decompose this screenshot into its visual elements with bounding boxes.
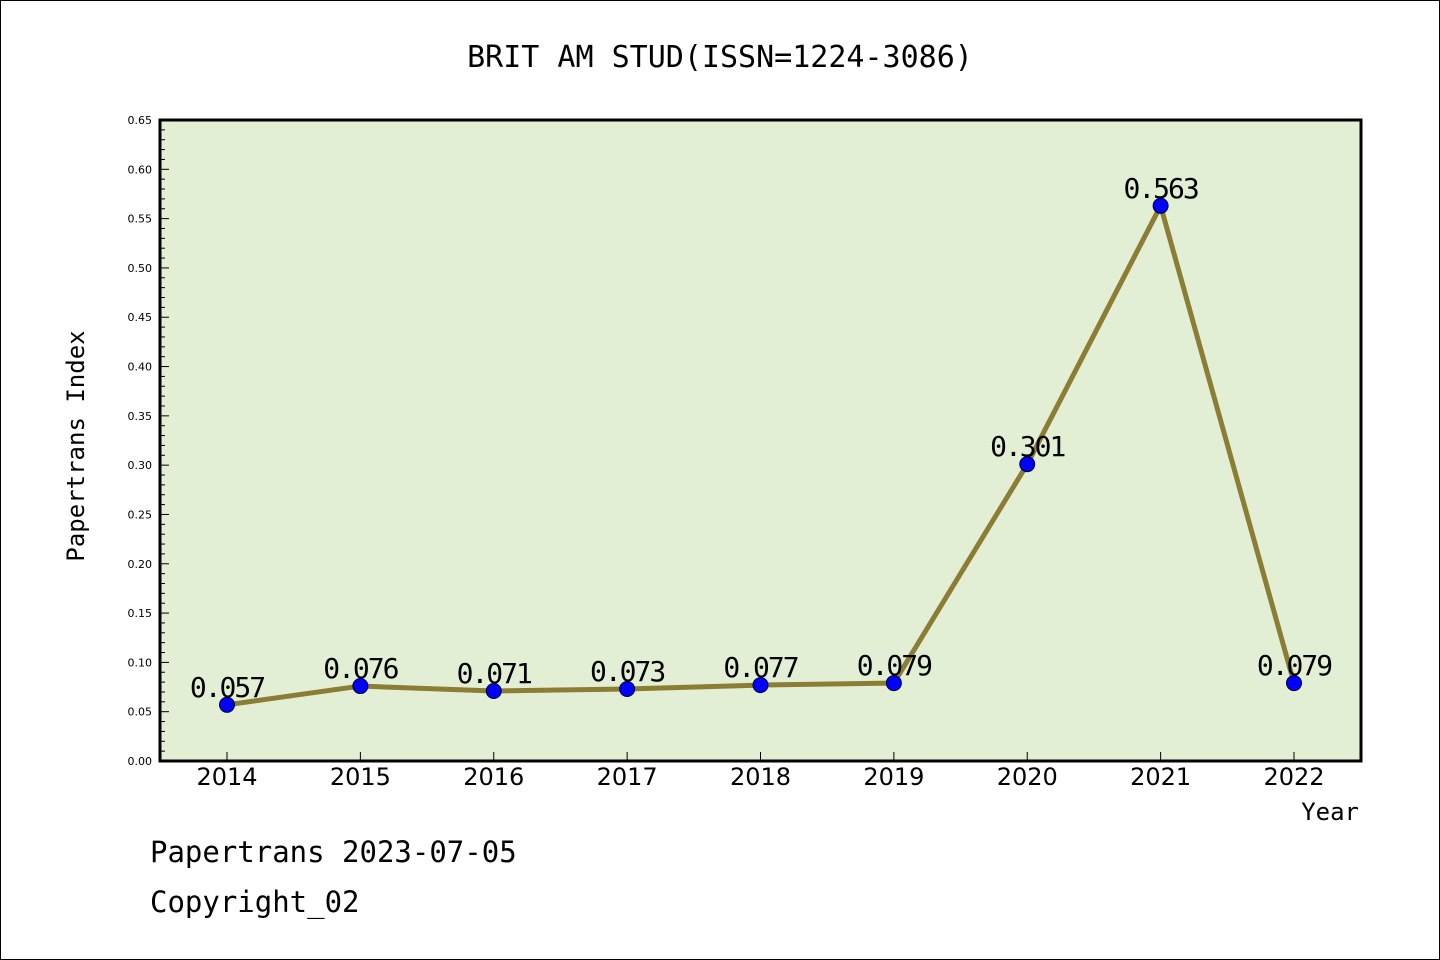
footer-date: Papertrans 2023-07-05 [150,835,517,869]
data-point [752,677,769,694]
data-point [619,681,636,698]
y-tick-label: 0.30 [128,459,153,472]
y-tick-label: 0.15 [128,607,153,620]
data-point [1286,675,1302,692]
data-label: 0.079 [857,649,931,682]
y-tick-label: 0.60 [128,163,153,176]
x-axis: 2014 2015 2016 2017 2018 2019 2020 2021 2022 [196,752,1325,791]
data-label: 0.076 [323,652,398,685]
data-label: 0.077 [723,651,797,684]
plot-border [158,118,1363,763]
x-tick-label: 2017 [597,763,658,791]
data-label: 0.301 [990,430,1064,463]
data-point [352,678,369,695]
data-point [1019,456,1036,473]
plot-area [160,120,1361,761]
x-tick-label: 2019 [863,763,924,791]
data-label: 0.071 [457,657,531,690]
y-tick-label: 0.45 [128,311,153,324]
x-tick-label: 2021 [1130,763,1191,791]
data-point [885,675,902,692]
y-tick-label: 0.05 [128,706,153,719]
footer-copyright: Copyright_02 [150,885,360,919]
x-tick-label: 2018 [730,763,791,791]
data-label: 0.057 [190,671,264,704]
data-label: 0.073 [590,655,664,688]
x-axis-label: Year [1301,798,1359,826]
data-point [485,682,502,699]
y-tick-label: 0.20 [128,558,153,571]
x-tick-label: 2015 [330,763,391,791]
y-tick-label: 0.00 [128,755,153,768]
y-tick-label: 0.25 [128,508,153,521]
y-tick-label: 0.50 [128,262,153,275]
y-axis-label: Papertrans Index [62,330,90,561]
x-tick-label: 2022 [1263,763,1324,791]
chart-title: BRIT AM STUD(ISSN=1224-3086) [467,40,973,75]
y-tick-label: 0.40 [128,361,153,374]
y-tick-label: 0.35 [128,410,153,423]
x-tick-label: 2016 [463,763,524,791]
x-tick-label: 2014 [196,763,257,791]
y-tick-label: 0.55 [128,213,153,226]
y-tick-label: 0.10 [128,656,153,669]
x-tick-label: 2020 [997,763,1058,791]
data-label: 0.563 [1123,172,1197,205]
data-point [1152,197,1169,214]
y-tick-label: 0.65 [128,114,153,127]
data-point [219,696,235,713]
data-label: 0.079 [1257,649,1331,682]
series-layer: 0.057 0.076 0.071 0.073 0.077 0.079 0.301 0.563… [190,172,1333,713]
